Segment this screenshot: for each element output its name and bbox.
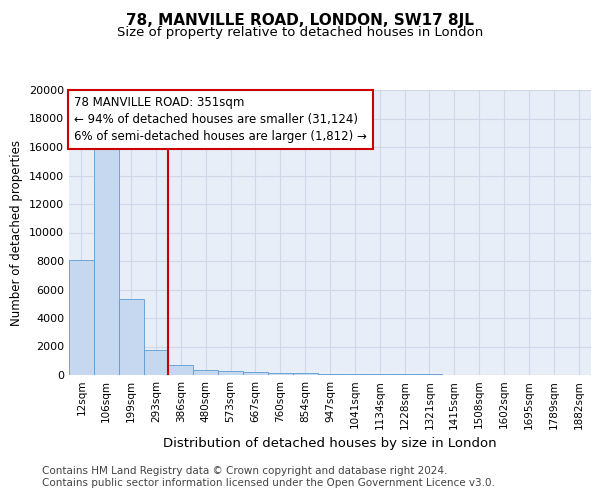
Bar	[143, 350, 169, 375]
Bar	[392, 374, 417, 375]
Bar	[417, 374, 442, 375]
X-axis label: Distribution of detached houses by size in London: Distribution of detached houses by size …	[163, 437, 497, 450]
Bar	[367, 374, 392, 375]
Bar	[169, 365, 193, 375]
Bar	[268, 373, 293, 375]
Y-axis label: Number of detached properties: Number of detached properties	[10, 140, 23, 326]
Bar	[193, 370, 218, 375]
Text: 78, MANVILLE ROAD, LONDON, SW17 8JL: 78, MANVILLE ROAD, LONDON, SW17 8JL	[126, 12, 474, 28]
Text: Contains HM Land Registry data © Crown copyright and database right 2024.
Contai: Contains HM Land Registry data © Crown c…	[42, 466, 495, 487]
Bar	[94, 138, 119, 375]
Bar	[293, 374, 317, 375]
Bar	[119, 300, 143, 375]
Bar	[218, 371, 243, 375]
Bar	[343, 374, 367, 375]
Text: Size of property relative to detached houses in London: Size of property relative to detached ho…	[117, 26, 483, 39]
Bar	[243, 372, 268, 375]
Bar	[317, 374, 343, 375]
Bar	[69, 260, 94, 375]
Text: 78 MANVILLE ROAD: 351sqm
← 94% of detached houses are smaller (31,124)
6% of sem: 78 MANVILLE ROAD: 351sqm ← 94% of detach…	[74, 96, 367, 142]
